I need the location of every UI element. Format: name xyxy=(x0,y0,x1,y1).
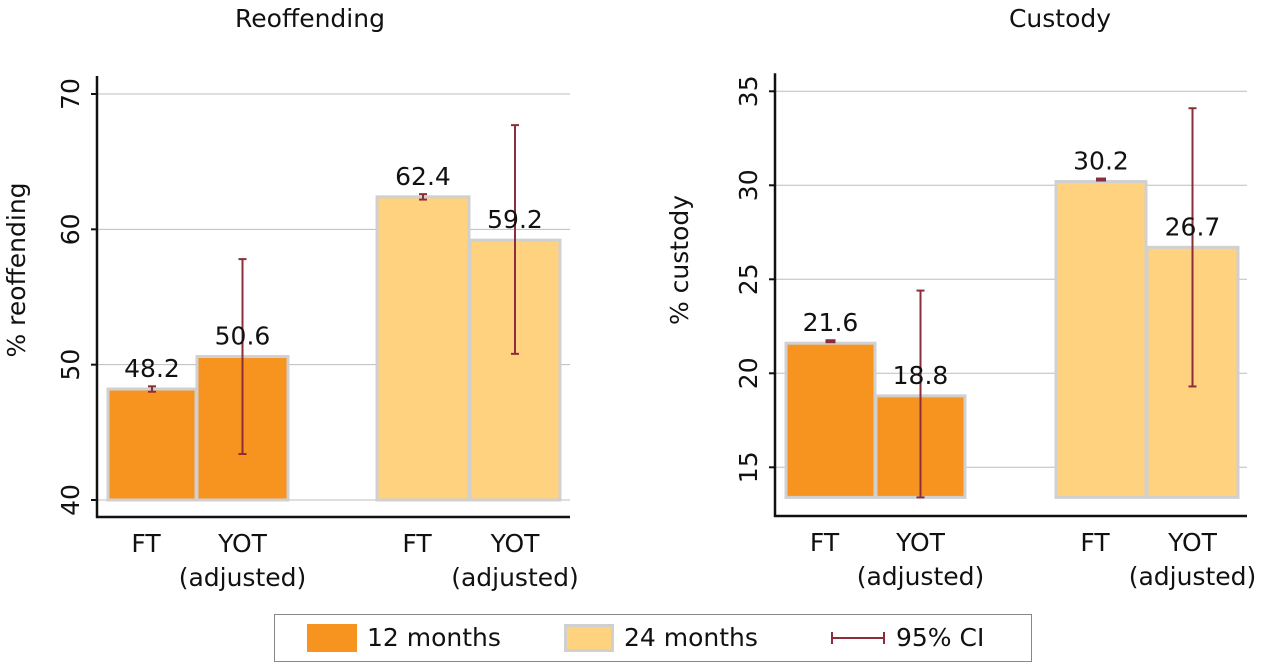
data-label: 50.6 xyxy=(215,322,271,351)
data-label: 62.4 xyxy=(395,162,451,191)
legend-item-95-ci: 95% CI xyxy=(830,623,984,653)
y-tick-label: 20 xyxy=(734,357,763,389)
x-category-label: YOT xyxy=(490,529,541,558)
legend: 12 months 24 months 95% CI xyxy=(274,614,1032,662)
data-label: 26.7 xyxy=(1165,212,1221,241)
x-category-label: FT xyxy=(131,529,161,558)
y-tick-label: 70 xyxy=(56,78,85,110)
bar xyxy=(468,238,562,502)
x-category-label: FT xyxy=(810,528,840,557)
y-tick-label: 40 xyxy=(56,484,85,516)
chart-title-reoffending: Reoffending xyxy=(235,4,385,33)
y-tick-label: 25 xyxy=(734,263,763,295)
x-category-label: YOT xyxy=(217,529,268,558)
data-label: 30.2 xyxy=(1073,147,1129,176)
x-category-label: YOT xyxy=(1167,528,1218,557)
legend-label-12-months: 12 months xyxy=(367,623,501,652)
x-category-label: (adjusted) xyxy=(179,563,307,592)
ci-marker xyxy=(1096,177,1106,182)
legend-label-24-months: 24 months xyxy=(624,623,758,652)
x-category-label: FT xyxy=(402,529,432,558)
data-label: 21.6 xyxy=(803,308,859,337)
y-axis-label-custody: % custody xyxy=(665,195,694,325)
legend-swatch-24-months xyxy=(564,624,614,652)
y-tick-label: 35 xyxy=(734,75,763,107)
bar xyxy=(1054,180,1148,499)
legend-item-24-months: 24 months xyxy=(564,623,758,653)
data-label: 59.2 xyxy=(487,205,543,234)
y-tick-label: 30 xyxy=(734,169,763,201)
x-category-label: YOT xyxy=(895,528,946,557)
x-category-label: (adjusted) xyxy=(1129,562,1257,591)
data-label: 48.2 xyxy=(124,354,180,383)
bar xyxy=(375,195,471,502)
x-category-label: FT xyxy=(1080,528,1110,557)
chart-canvas: Reoffending Custody % reoffending % cust… xyxy=(2,4,1257,592)
bar xyxy=(106,387,198,502)
chart-title-custody: Custody xyxy=(1009,4,1111,33)
x-category-label: (adjusted) xyxy=(451,563,579,592)
legend-ci-icon xyxy=(831,632,885,644)
legend-item-12-months: 12 months xyxy=(307,623,501,653)
bar xyxy=(784,341,877,499)
data-label: 18.8 xyxy=(893,361,949,390)
legend-label-95-ci: 95% CI xyxy=(896,623,985,652)
y-axis-label-reoffending: % reoffending xyxy=(2,182,31,357)
ci-marker xyxy=(825,339,836,344)
y-tick-label: 50 xyxy=(56,349,85,381)
y-tick-label: 15 xyxy=(734,451,763,483)
y-tick-label: 60 xyxy=(56,213,85,245)
x-category-label: (adjusted) xyxy=(857,562,985,591)
legend-swatch-12-months xyxy=(307,624,357,652)
